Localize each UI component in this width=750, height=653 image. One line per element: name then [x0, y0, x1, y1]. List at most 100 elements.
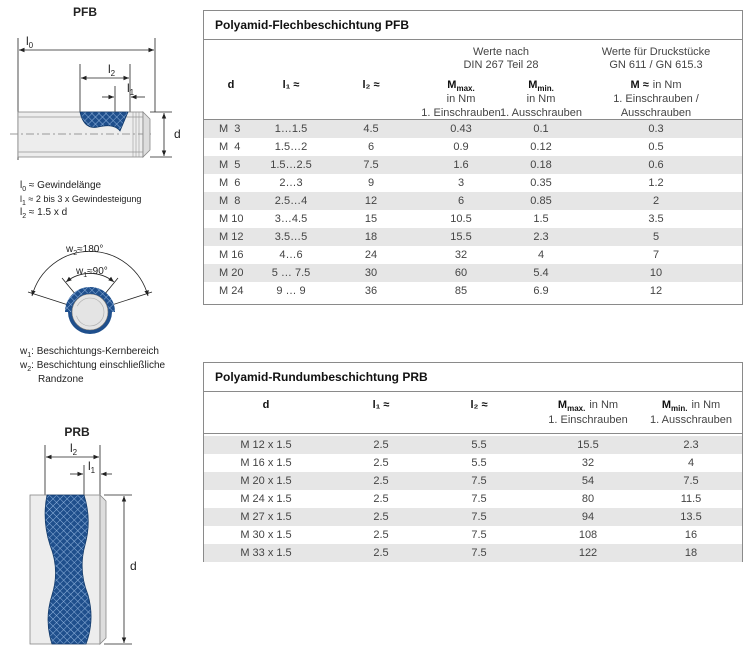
dim-sub: 0 — [29, 41, 34, 50]
cell-text: 4 — [537, 249, 545, 261]
cell-text: 12 — [649, 285, 663, 297]
cell-text: 9 — [367, 177, 375, 189]
pfb-title: PFB — [73, 5, 97, 19]
cell-text: 0.35 — [530, 177, 552, 189]
cell-text: 0.85 — [530, 195, 552, 207]
cell-text: 6.9 — [533, 285, 549, 297]
cell-text: 9 … 9 — [276, 285, 306, 297]
cell-text: 4.5 — [363, 123, 379, 135]
sym: l — [20, 207, 22, 218]
text: ≈180° — [77, 244, 103, 255]
cell-text: 0.43 — [450, 123, 472, 135]
moment-header: Mmin. in Nm — [662, 399, 720, 415]
cell-text: 7.5 — [471, 475, 487, 487]
cell-text: M 6 — [219, 177, 241, 189]
cell-text: 2.5 — [373, 475, 389, 487]
moment-header: Mmin. — [528, 79, 554, 95]
subscript: min. — [670, 404, 688, 414]
cell-text: 30 — [364, 267, 378, 279]
header-cell: in Nm — [526, 93, 556, 105]
cell-text: 0.18 — [530, 159, 552, 171]
header-rule — [204, 119, 742, 120]
cell-text: 12 — [364, 195, 378, 207]
header-cell: l₁ ≈ — [372, 399, 390, 411]
cell-text: M 24 x 1.5 — [240, 493, 292, 505]
cell-text: 6 — [367, 141, 375, 153]
table-row: M 12 3.5…5 18 15.5 2.3 5 — [204, 228, 742, 246]
sym: w — [65, 244, 74, 255]
table-row: M 10 3…4.5 15 10.5 1.5 3.5 — [204, 210, 742, 228]
cell-text: 11.5 — [680, 493, 702, 505]
sub: 1 — [27, 352, 31, 359]
table-title: Polyamid-Flechbeschichtung PFB — [204, 11, 742, 40]
cell-text: M 16 — [219, 249, 244, 261]
cell-text: 7.5 — [471, 547, 487, 559]
cell-text: 7.5 — [471, 511, 487, 523]
cell-text: 2.5 — [373, 547, 389, 559]
cell-text: 1.5…2.5 — [270, 159, 312, 171]
table-pfb: Polyamid-Flechbeschichtung PFB d l₁ ≈ l₂ ≈ W… — [203, 10, 743, 305]
cell-text: 108 — [578, 529, 598, 541]
header-cell: 1. Einschrauben / — [613, 93, 699, 105]
dim-symbol: l — [88, 459, 91, 473]
legend-line: l0 ≈ Gewindelänge — [20, 180, 102, 193]
cell-text: 60 — [454, 267, 468, 279]
cell-text: M 33 x 1.5 — [240, 547, 292, 559]
sym: w — [75, 266, 84, 277]
text: ≈ Gewindelänge — [26, 180, 101, 191]
header-cell: Werte nach — [472, 46, 530, 58]
moment-header: M ≈ in Nm — [631, 79, 682, 92]
unit: in Nm — [691, 399, 721, 411]
prb-title: PRB — [64, 425, 90, 439]
cell-text: M 8 — [219, 195, 241, 207]
angle-label: w1≈90° — [75, 266, 108, 279]
cell-text: 15.5 — [450, 231, 472, 243]
cell-text: 0.1 — [533, 123, 549, 135]
cell-text: 4…6 — [279, 249, 303, 261]
header-cell: Werte für Druckstücke — [601, 46, 711, 58]
text: ≈ 1.5 x d — [26, 207, 67, 218]
table-row: M 30 x 1.5 2.5 7.5 108 16 — [204, 526, 742, 544]
angle-legend: w1: Beschichtungs-Kernbereich w2: Beschi… — [19, 346, 166, 385]
cell-text: 1.5…2 — [274, 141, 308, 153]
cell-text: M 20 — [219, 267, 244, 279]
subscript: max. — [567, 404, 586, 414]
legend-line: w2: Beschichtung einschließliche — [19, 360, 166, 373]
sub: 2 — [22, 213, 26, 220]
table-row: M 20 5 … 7.5 30 60 5.4 10 — [204, 264, 742, 282]
cell-text: M 27 x 1.5 — [240, 511, 292, 523]
cell-text: M 30 x 1.5 — [240, 529, 292, 541]
table-row: M 3 1…1.5 4.5 0.43 0.1 0.3 — [204, 120, 742, 138]
table-row: M 12 x 1.5 2.5 5.5 15.5 2.3 — [204, 436, 742, 454]
cell-text: 32 — [581, 457, 595, 469]
table-row: M 20 x 1.5 2.5 7.5 54 7.5 — [204, 472, 742, 490]
cell-text: 2.3 — [533, 231, 549, 243]
bolt-chamfer — [99, 494, 107, 645]
header-cell: 1. Ausschrauben — [650, 414, 732, 426]
header-cell: l₁ ≈ — [282, 79, 300, 91]
dim-symbol: l — [26, 34, 29, 48]
cell-text: 5 — [652, 231, 660, 243]
table-row: M 16 4…6 24 32 4 7 — [204, 246, 742, 264]
cell-text: 32 — [454, 249, 468, 261]
table-row: M 16 x 1.5 2.5 5.5 32 4 — [204, 454, 742, 472]
cell-text: 2.3 — [683, 439, 699, 451]
dim-sub: 1 — [91, 466, 96, 475]
angle-label: w2≈180° — [65, 244, 103, 257]
cell-text: 94 — [581, 511, 595, 523]
text: ≈90° — [87, 266, 108, 277]
table-row: M 24 x 1.5 2.5 7.5 80 11.5 — [204, 490, 742, 508]
dim-label: l1 — [127, 81, 135, 97]
symbol: M — [528, 79, 538, 91]
header-cell: in Nm — [446, 93, 476, 105]
sub: 0 — [22, 186, 26, 193]
cell-text: 1.6 — [453, 159, 469, 171]
cell-text: 7 — [652, 249, 660, 261]
bolt-chamfer — [142, 111, 151, 158]
cell-text: 2 — [652, 195, 660, 207]
header-cell: l₂ ≈ — [362, 79, 380, 91]
cell-text: 7.5 — [363, 159, 379, 171]
table-row: M 4 1.5…2 6 0.9 0.12 0.5 — [204, 138, 742, 156]
cell-text: 10.5 — [450, 213, 472, 225]
